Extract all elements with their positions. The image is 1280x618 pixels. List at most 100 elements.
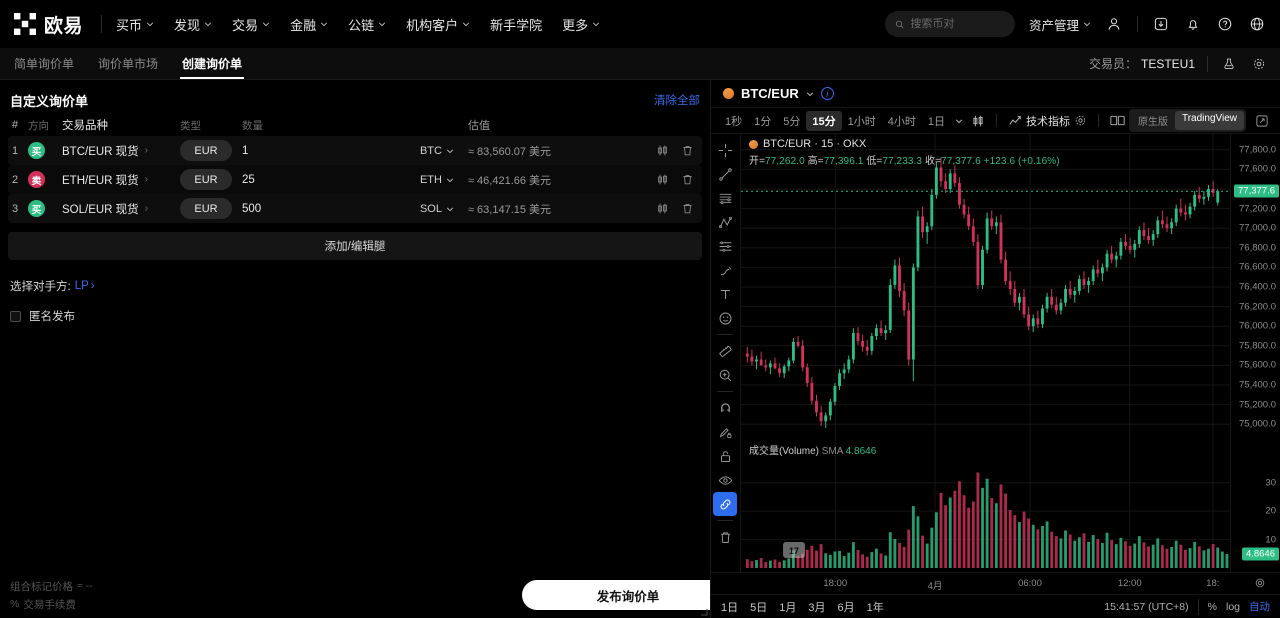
nav-item-institutional[interactable]: 机构客户 [406, 15, 470, 34]
text-icon[interactable] [713, 282, 737, 306]
zoom-in-icon[interactable] [713, 363, 737, 387]
range-1d[interactable]: 1日 [720, 601, 739, 614]
trash-icon[interactable] [713, 525, 737, 549]
candlestick-icon[interactable] [656, 144, 669, 157]
quantity-input[interactable] [242, 173, 404, 186]
version-tradingview[interactable]: TradingView [1174, 111, 1244, 130]
nav-item-more[interactable]: 更多 [562, 15, 600, 34]
type-cell[interactable]: EUR [180, 169, 242, 190]
settings-icon[interactable] [1250, 55, 1268, 73]
search-input[interactable] [910, 18, 1005, 30]
quantity-cell[interactable] [242, 202, 404, 215]
nav-item-trade[interactable]: 交易 [232, 15, 270, 34]
candlestick-icon[interactable] [656, 173, 669, 186]
type-pill[interactable]: EUR [180, 140, 232, 161]
quantity-cell[interactable] [242, 173, 404, 186]
search-box[interactable] [884, 11, 1015, 37]
direction-cell[interactable]: 买 [28, 142, 62, 159]
unit-selector[interactable]: BTC [404, 145, 458, 157]
type-pill[interactable]: EUR [180, 198, 232, 219]
help-icon[interactable] [1216, 15, 1234, 33]
version-native[interactable]: 原生版 [1137, 117, 1168, 128]
horizontal-lines-icon[interactable] [713, 186, 737, 210]
crosshair-icon[interactable] [713, 138, 737, 162]
range-5d[interactable]: 5日 [750, 601, 768, 614]
timeframe-dropdown-icon[interactable] [951, 117, 967, 125]
trend-line-icon[interactable] [713, 162, 737, 186]
add-edit-leg-button[interactable]: 添加/编辑腿 [8, 232, 702, 260]
nav-item-finance[interactable]: 金融 [290, 15, 328, 34]
resize-grip-icon[interactable] [700, 608, 708, 616]
table-row[interactable]: 2 卖 ETH/EUR 现货 › EUR [8, 165, 702, 194]
layout-icon[interactable] [1106, 114, 1129, 127]
pencil-lock-icon[interactable] [713, 420, 737, 444]
brush-icon[interactable] [713, 258, 737, 282]
type-cell[interactable]: EUR [180, 198, 242, 219]
axis-settings-icon[interactable] [1254, 577, 1266, 589]
globe-icon[interactable] [1248, 15, 1266, 33]
fib-retracement-icon[interactable] [713, 234, 737, 258]
download-icon[interactable] [1152, 15, 1170, 33]
ruler-icon[interactable] [713, 339, 737, 363]
eye-icon[interactable] [713, 468, 737, 492]
table-row[interactable]: 3 买 SOL/EUR 现货 › EUR [8, 194, 702, 223]
counterparty-selector[interactable]: LP › [75, 280, 95, 292]
asset-management-menu[interactable]: 资产管理 [1029, 15, 1091, 34]
chart-type-icon[interactable] [967, 114, 989, 128]
timeframe-4h[interactable]: 4小时 [887, 115, 916, 128]
type-cell[interactable]: EUR [180, 140, 242, 161]
range-1mo[interactable]: 1月 [779, 601, 797, 614]
brand-logo[interactable]: 欧易 [14, 11, 83, 38]
chart-version-toggle[interactable]: 原生版 TradingView [1128, 109, 1246, 132]
indicators-icon[interactable] [1004, 114, 1026, 128]
publish-rfq-button[interactable]: 发布询价单 [522, 580, 734, 610]
chart-canvas[interactable]: BTC/EUR · 15 · OKX 开=77,262.0 高=77,396.1… [740, 134, 1230, 572]
indicators-label[interactable]: 技术指标 [1025, 115, 1070, 128]
table-row[interactable]: 1 买 BTC/EUR 现货 › EUR [8, 136, 702, 165]
timeframe-1d[interactable]: 1日 [927, 115, 945, 128]
pitchfork-icon[interactable] [713, 210, 737, 234]
tab-create-rfq[interactable]: 创建询价单 [180, 48, 245, 79]
log-scale-button[interactable]: log [1225, 600, 1240, 613]
instrument-selector[interactable]: SOL/EUR 现货 › [62, 201, 180, 217]
magnet-icon[interactable] [713, 396, 737, 420]
nav-item-chain[interactable]: 公链 [348, 15, 386, 34]
range-6mo[interactable]: 6月 [837, 601, 855, 614]
instrument-selector[interactable]: BTC/EUR 现货 › [62, 143, 180, 159]
timeframe-1s[interactable]: 1秒 [724, 115, 743, 128]
quantity-input[interactable] [242, 144, 404, 157]
candlestick-icon[interactable] [656, 202, 669, 215]
user-icon[interactable] [1105, 15, 1123, 33]
percent-scale-button[interactable]: % [1207, 600, 1217, 613]
lock-icon[interactable] [713, 444, 737, 468]
timeframe-15m[interactable]: 15分 [806, 110, 842, 131]
timeframe-5m[interactable]: 5分 [783, 115, 801, 128]
anonymous-checkbox[interactable] [10, 310, 21, 322]
bell-icon[interactable] [1184, 15, 1202, 33]
clear-all-button[interactable]: 清除全部 [653, 95, 700, 107]
direction-cell[interactable]: 卖 [28, 171, 62, 188]
anonymous-publish-toggle[interactable]: 匿名发布 [10, 308, 710, 324]
timeframe-1h[interactable]: 1小时 [847, 115, 876, 128]
chart-settings-icon[interactable] [1070, 114, 1091, 127]
lab-icon[interactable] [1220, 55, 1238, 73]
nav-item-buy-crypto[interactable]: 买币 [116, 15, 154, 34]
range-3mo[interactable]: 3月 [808, 601, 826, 614]
tab-simple-rfq[interactable]: 简单询价单 [12, 48, 76, 79]
nav-item-discover[interactable]: 发现 [174, 15, 212, 34]
type-pill[interactable]: EUR [180, 169, 232, 190]
timeframe-1m[interactable]: 1分 [754, 115, 772, 128]
delete-icon[interactable] [681, 144, 694, 157]
range-1y[interactable]: 1年 [866, 601, 884, 614]
info-icon[interactable]: i [820, 87, 834, 100]
unit-selector[interactable]: ETH [404, 174, 458, 186]
delete-icon[interactable] [681, 202, 694, 215]
price-axis[interactable]: 77,800.077,600.077,400.077,200.077,000.0… [1230, 134, 1280, 572]
quantity-cell[interactable] [242, 144, 404, 157]
fullscreen-icon[interactable] [1252, 114, 1272, 127]
delete-icon[interactable] [681, 173, 694, 186]
quantity-input[interactable] [242, 202, 404, 215]
unit-selector[interactable]: SOL [404, 203, 458, 215]
chevron-down-icon[interactable] [806, 90, 814, 98]
link-icon[interactable] [713, 492, 738, 516]
